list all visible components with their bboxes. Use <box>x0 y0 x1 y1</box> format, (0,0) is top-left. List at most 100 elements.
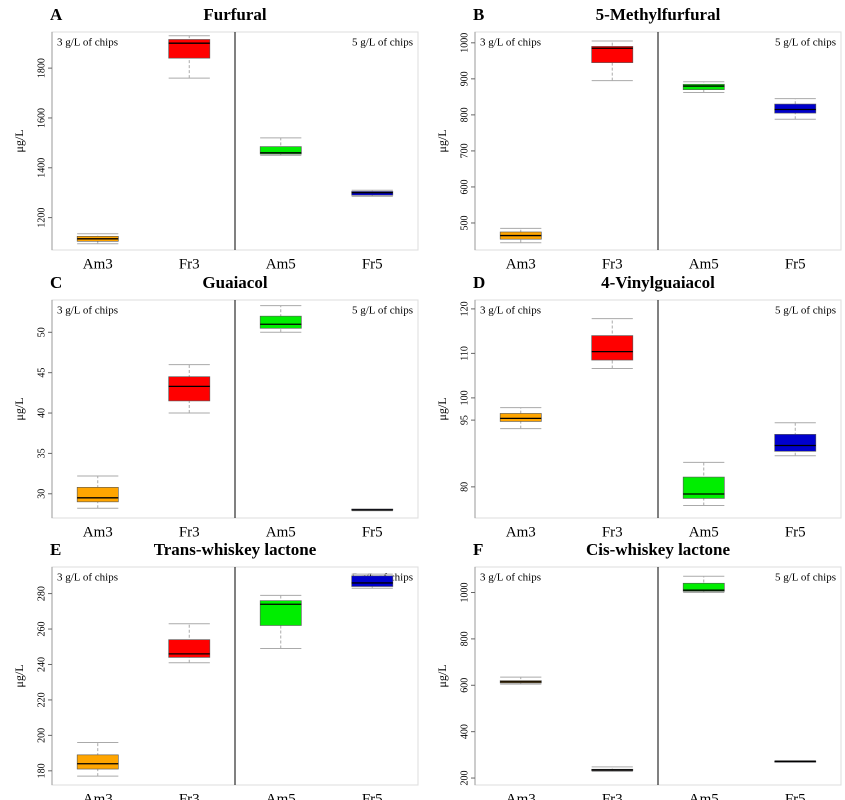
x-tick-label: Fr3 <box>179 256 200 272</box>
box <box>682 83 725 90</box>
box <box>76 754 119 770</box>
y-tick-label: 120 <box>459 301 470 316</box>
box <box>682 476 725 499</box>
y-tick-label: 1000 <box>459 33 470 53</box>
x-tick-label: Am3 <box>506 256 536 272</box>
y-tick-label: 110 <box>459 346 470 361</box>
annotation: 5 g/L of chips <box>775 305 836 317</box>
box <box>682 582 725 592</box>
y-tick-label: 260 <box>36 622 47 637</box>
y-tick-label: 1800 <box>36 58 47 78</box>
y-axis-label: μg/L <box>435 129 449 152</box>
chart-title: Furfural <box>203 5 267 24</box>
x-tick-label: Fr5 <box>785 256 806 272</box>
x-tick-label: Am3 <box>83 256 113 272</box>
annotation: 5 g/L of chips <box>352 37 413 49</box>
panel-letter: C <box>50 273 62 292</box>
box <box>591 335 634 361</box>
annotation: 5 g/L of chips <box>352 305 413 317</box>
y-tick-label: 220 <box>36 692 47 707</box>
box <box>168 639 211 658</box>
y-axis-label: μg/L <box>435 397 449 420</box>
annotation: 3 g/L of chips <box>480 572 541 584</box>
x-tick-label: Fr5 <box>362 791 383 800</box>
annotation: 3 g/L of chips <box>57 572 118 584</box>
x-tick-label: Am5 <box>689 791 719 800</box>
chart-title: 4-Vinylguaiacol <box>601 273 715 292</box>
annotation: 3 g/L of chips <box>57 305 118 317</box>
y-axis-label: μg/L <box>12 129 26 152</box>
x-tick-label: Am3 <box>83 791 113 800</box>
y-tick-label: 1000 <box>459 583 470 603</box>
y-tick-label: 180 <box>36 763 47 778</box>
x-tick-label: Fr5 <box>362 524 383 540</box>
y-tick-label: 700 <box>459 143 470 158</box>
annotation: 3 g/L of chips <box>480 305 541 317</box>
y-tick-label: 200 <box>459 771 470 786</box>
y-tick-label: 900 <box>459 71 470 86</box>
y-tick-label: 1200 <box>36 208 47 228</box>
x-tick-label: Fr3 <box>179 524 200 540</box>
annotation: 5 g/L of chips <box>775 37 836 49</box>
y-tick-label: 35 <box>36 448 47 458</box>
panel-letter: F <box>473 540 483 559</box>
box <box>774 103 817 114</box>
box <box>168 376 211 402</box>
panel-letter: B <box>473 5 484 24</box>
y-tick-label: 40 <box>36 408 47 418</box>
box <box>259 146 302 155</box>
y-tick-label: 280 <box>36 586 47 601</box>
y-tick-label: 600 <box>459 179 470 194</box>
box <box>591 46 634 63</box>
annotation: 5 g/L of chips <box>775 572 836 584</box>
x-tick-label: Fr3 <box>179 791 200 800</box>
y-tick-label: 500 <box>459 215 470 230</box>
x-tick-label: Fr5 <box>785 791 806 800</box>
chart-title: Guaiacol <box>202 273 267 292</box>
box <box>351 575 394 587</box>
x-tick-label: Am3 <box>506 791 536 800</box>
box <box>774 434 817 452</box>
panel-letter: A <box>50 5 63 24</box>
x-tick-label: Am5 <box>266 791 296 800</box>
y-tick-label: 95 <box>459 415 470 425</box>
y-axis-label: μg/L <box>12 664 26 687</box>
x-tick-label: Fr5 <box>785 524 806 540</box>
annotation: 3 g/L of chips <box>480 37 541 49</box>
x-tick-label: Am3 <box>506 524 536 540</box>
box <box>168 39 211 59</box>
y-axis-label: μg/L <box>435 664 449 687</box>
chart-title: Cis-whiskey lactone <box>586 540 730 559</box>
y-tick-label: 400 <box>459 724 470 739</box>
x-tick-label: Am5 <box>689 256 719 272</box>
x-tick-label: Fr3 <box>602 524 623 540</box>
y-tick-label: 45 <box>36 368 47 378</box>
panel-letter: E <box>50 540 61 559</box>
y-tick-label: 240 <box>36 657 47 672</box>
y-tick-label: 200 <box>36 728 47 743</box>
y-tick-label: 80 <box>459 482 470 492</box>
panel-letter: D <box>473 273 485 292</box>
y-tick-label: 800 <box>459 631 470 646</box>
box <box>499 413 542 422</box>
x-tick-label: Fr5 <box>362 256 383 272</box>
x-tick-label: Am5 <box>689 524 719 540</box>
chart-title: Trans-whiskey lactone <box>154 540 317 559</box>
y-tick-label: 100 <box>459 390 470 405</box>
chart-title: 5-Methylfurfural <box>596 5 721 24</box>
x-tick-label: Am3 <box>83 524 113 540</box>
x-tick-label: Fr3 <box>602 256 623 272</box>
y-tick-label: 1400 <box>36 158 47 178</box>
y-tick-label: 1600 <box>36 108 47 128</box>
x-tick-label: Am5 <box>266 524 296 540</box>
x-tick-label: Am5 <box>266 256 296 272</box>
y-tick-label: 600 <box>459 678 470 693</box>
y-tick-label: 800 <box>459 107 470 122</box>
y-axis-label: μg/L <box>12 397 26 420</box>
x-tick-label: Fr3 <box>602 791 623 800</box>
annotation: 3 g/L of chips <box>57 37 118 49</box>
y-tick-label: 50 <box>36 327 47 337</box>
box <box>259 315 302 329</box>
box <box>76 487 119 503</box>
